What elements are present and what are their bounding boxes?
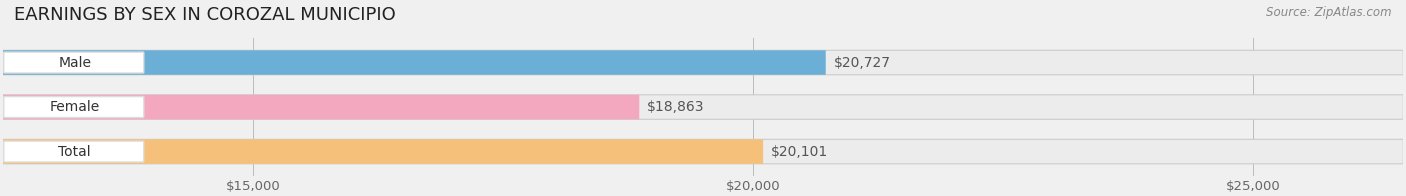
Text: Female: Female: [49, 100, 100, 114]
Text: $18,863: $18,863: [647, 100, 704, 114]
FancyBboxPatch shape: [3, 139, 1403, 164]
FancyBboxPatch shape: [4, 52, 143, 73]
FancyBboxPatch shape: [3, 95, 1403, 119]
Text: Source: ZipAtlas.com: Source: ZipAtlas.com: [1267, 6, 1392, 19]
Text: EARNINGS BY SEX IN COROZAL MUNICIPIO: EARNINGS BY SEX IN COROZAL MUNICIPIO: [14, 6, 396, 24]
FancyBboxPatch shape: [3, 50, 1403, 75]
FancyBboxPatch shape: [3, 95, 640, 119]
Text: Total: Total: [59, 145, 91, 159]
Text: Male: Male: [58, 55, 91, 70]
FancyBboxPatch shape: [4, 97, 143, 118]
FancyBboxPatch shape: [4, 141, 143, 162]
FancyBboxPatch shape: [3, 139, 763, 164]
FancyBboxPatch shape: [3, 50, 825, 75]
Text: $20,727: $20,727: [834, 55, 891, 70]
Text: $20,101: $20,101: [770, 145, 828, 159]
